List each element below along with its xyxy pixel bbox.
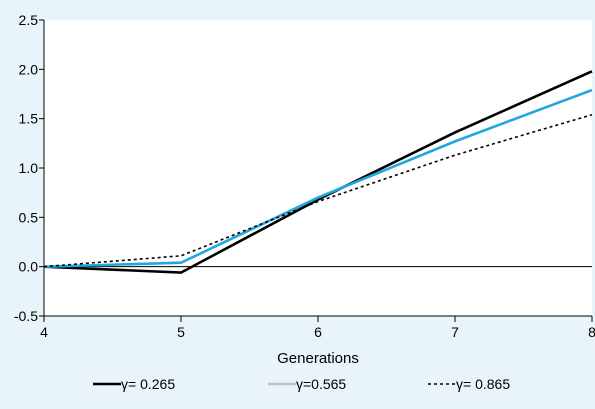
series-line-2: [43, 88, 593, 268]
series-layer: [43, 70, 593, 274]
x-tick-label: 7: [451, 324, 459, 340]
x-ticks: 4 5 6 7 8: [40, 316, 595, 340]
series-line-1: [43, 70, 593, 274]
y-tick-label: 0.5: [19, 209, 39, 225]
x-tick-label: 8: [588, 324, 595, 340]
y-ticks: 2.5 2.0 1.5 1.0 0.5 0.0 -0.5: [14, 12, 44, 324]
y-tick-label: 2.0: [19, 61, 39, 77]
legend-label-1: γ= 0.265: [121, 376, 175, 392]
x-tick-label: 4: [40, 324, 48, 340]
legend-label-2: γ=0.565: [296, 376, 346, 392]
x-tick-label: 6: [314, 324, 322, 340]
legend: γ= 0.265 γ=0.565 γ= 0.865: [93, 376, 510, 392]
y-tick-label: 1.0: [19, 160, 39, 176]
series-line-3: [43, 113, 593, 268]
y-tick-label: 1.5: [19, 111, 39, 127]
y-tick-label: 2.5: [19, 12, 39, 28]
x-tick-label: 5: [177, 324, 185, 340]
y-tick-label: -0.5: [14, 308, 38, 324]
plot-area: [44, 20, 592, 316]
y-tick-label: 0.0: [19, 259, 39, 275]
legend-label-3: γ= 0.865: [456, 376, 510, 392]
x-axis-label: Generations: [277, 350, 359, 367]
